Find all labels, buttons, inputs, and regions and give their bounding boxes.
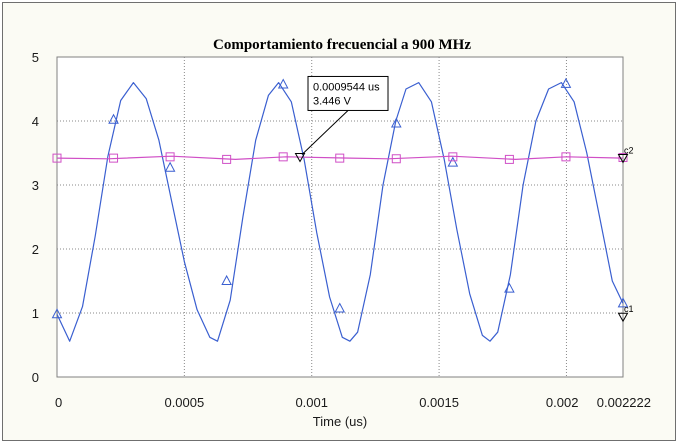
data-point-square (335, 153, 345, 163)
data-point-square (52, 153, 62, 163)
data-point-triangle (334, 302, 346, 313)
series-line-2 (56, 155, 624, 160)
data-point-square (504, 154, 514, 164)
x-tick-label: 0.002222 (597, 395, 651, 410)
annotation-value: 3.446 V (313, 95, 352, 107)
data-point-triangle (108, 113, 119, 124)
data-point-triangle (51, 308, 63, 319)
data-point-triangle (504, 282, 515, 293)
y-axis-ticks: 0 1 2 3 4 5 (32, 50, 39, 385)
cursor-marker[interactable] (617, 153, 629, 164)
data-point-square (109, 153, 119, 163)
data-point-square (222, 154, 232, 164)
chart-title: Comportamiento frecuencial a 900 MHz (213, 37, 471, 53)
data-point-triangle (447, 156, 459, 167)
data-point-square (391, 154, 401, 164)
series-line-1 (56, 82, 624, 342)
data-point-square (448, 152, 458, 162)
x-tick-label: 0 (55, 395, 62, 410)
x-tick-label: 0.0005 (164, 395, 204, 410)
y-tick-label: 5 (32, 50, 39, 65)
annotation-rect (307, 75, 389, 111)
line-chart: Comportamiento frecuencial a 900 MHz 0 1 2… (32, 37, 651, 429)
y-tick-label: 2 (32, 242, 39, 257)
data-point-triangle (277, 78, 289, 89)
series-group (51, 77, 629, 342)
x-axis-ticks: 0 0.0005 0.001 0.0015 0.002 0.002222 (55, 395, 651, 410)
annotation-leader (301, 110, 349, 155)
cursor-marker[interactable] (617, 312, 629, 323)
data-point-triangle (617, 297, 629, 308)
x-tick-label: 0.002 (546, 395, 579, 410)
x-axis-label: Time (us) (313, 414, 367, 429)
data-point-triangle (560, 77, 572, 88)
y-tick-label: 3 (32, 178, 39, 193)
data-point-triangle (390, 117, 402, 128)
data-point-square (561, 152, 571, 162)
grid (57, 57, 623, 377)
y-tick-label: 1 (32, 306, 39, 321)
x-tick-label: 0.001 (295, 395, 328, 410)
cursor-markers: c2 c1 (294, 145, 634, 323)
y-tick-label: 4 (32, 114, 39, 129)
annotation-time: 0.0009544 us (313, 81, 380, 93)
cursor-label: c2 (624, 145, 634, 155)
cursor-label: c1 (624, 304, 634, 314)
annotation-box[interactable]: 0.0009544 us 3.446 V (301, 75, 389, 155)
x-tick-label: 0.0015 (419, 395, 459, 410)
chart-frame: Comportamiento frecuencial a 900 MHz 0 1 2… (2, 2, 676, 441)
data-point-triangle (221, 274, 232, 285)
data-point-triangle (164, 161, 176, 172)
data-point-square (278, 152, 288, 162)
y-tick-label: 0 (32, 370, 39, 385)
cursor-marker[interactable] (294, 152, 306, 163)
data-point-square (165, 152, 175, 162)
